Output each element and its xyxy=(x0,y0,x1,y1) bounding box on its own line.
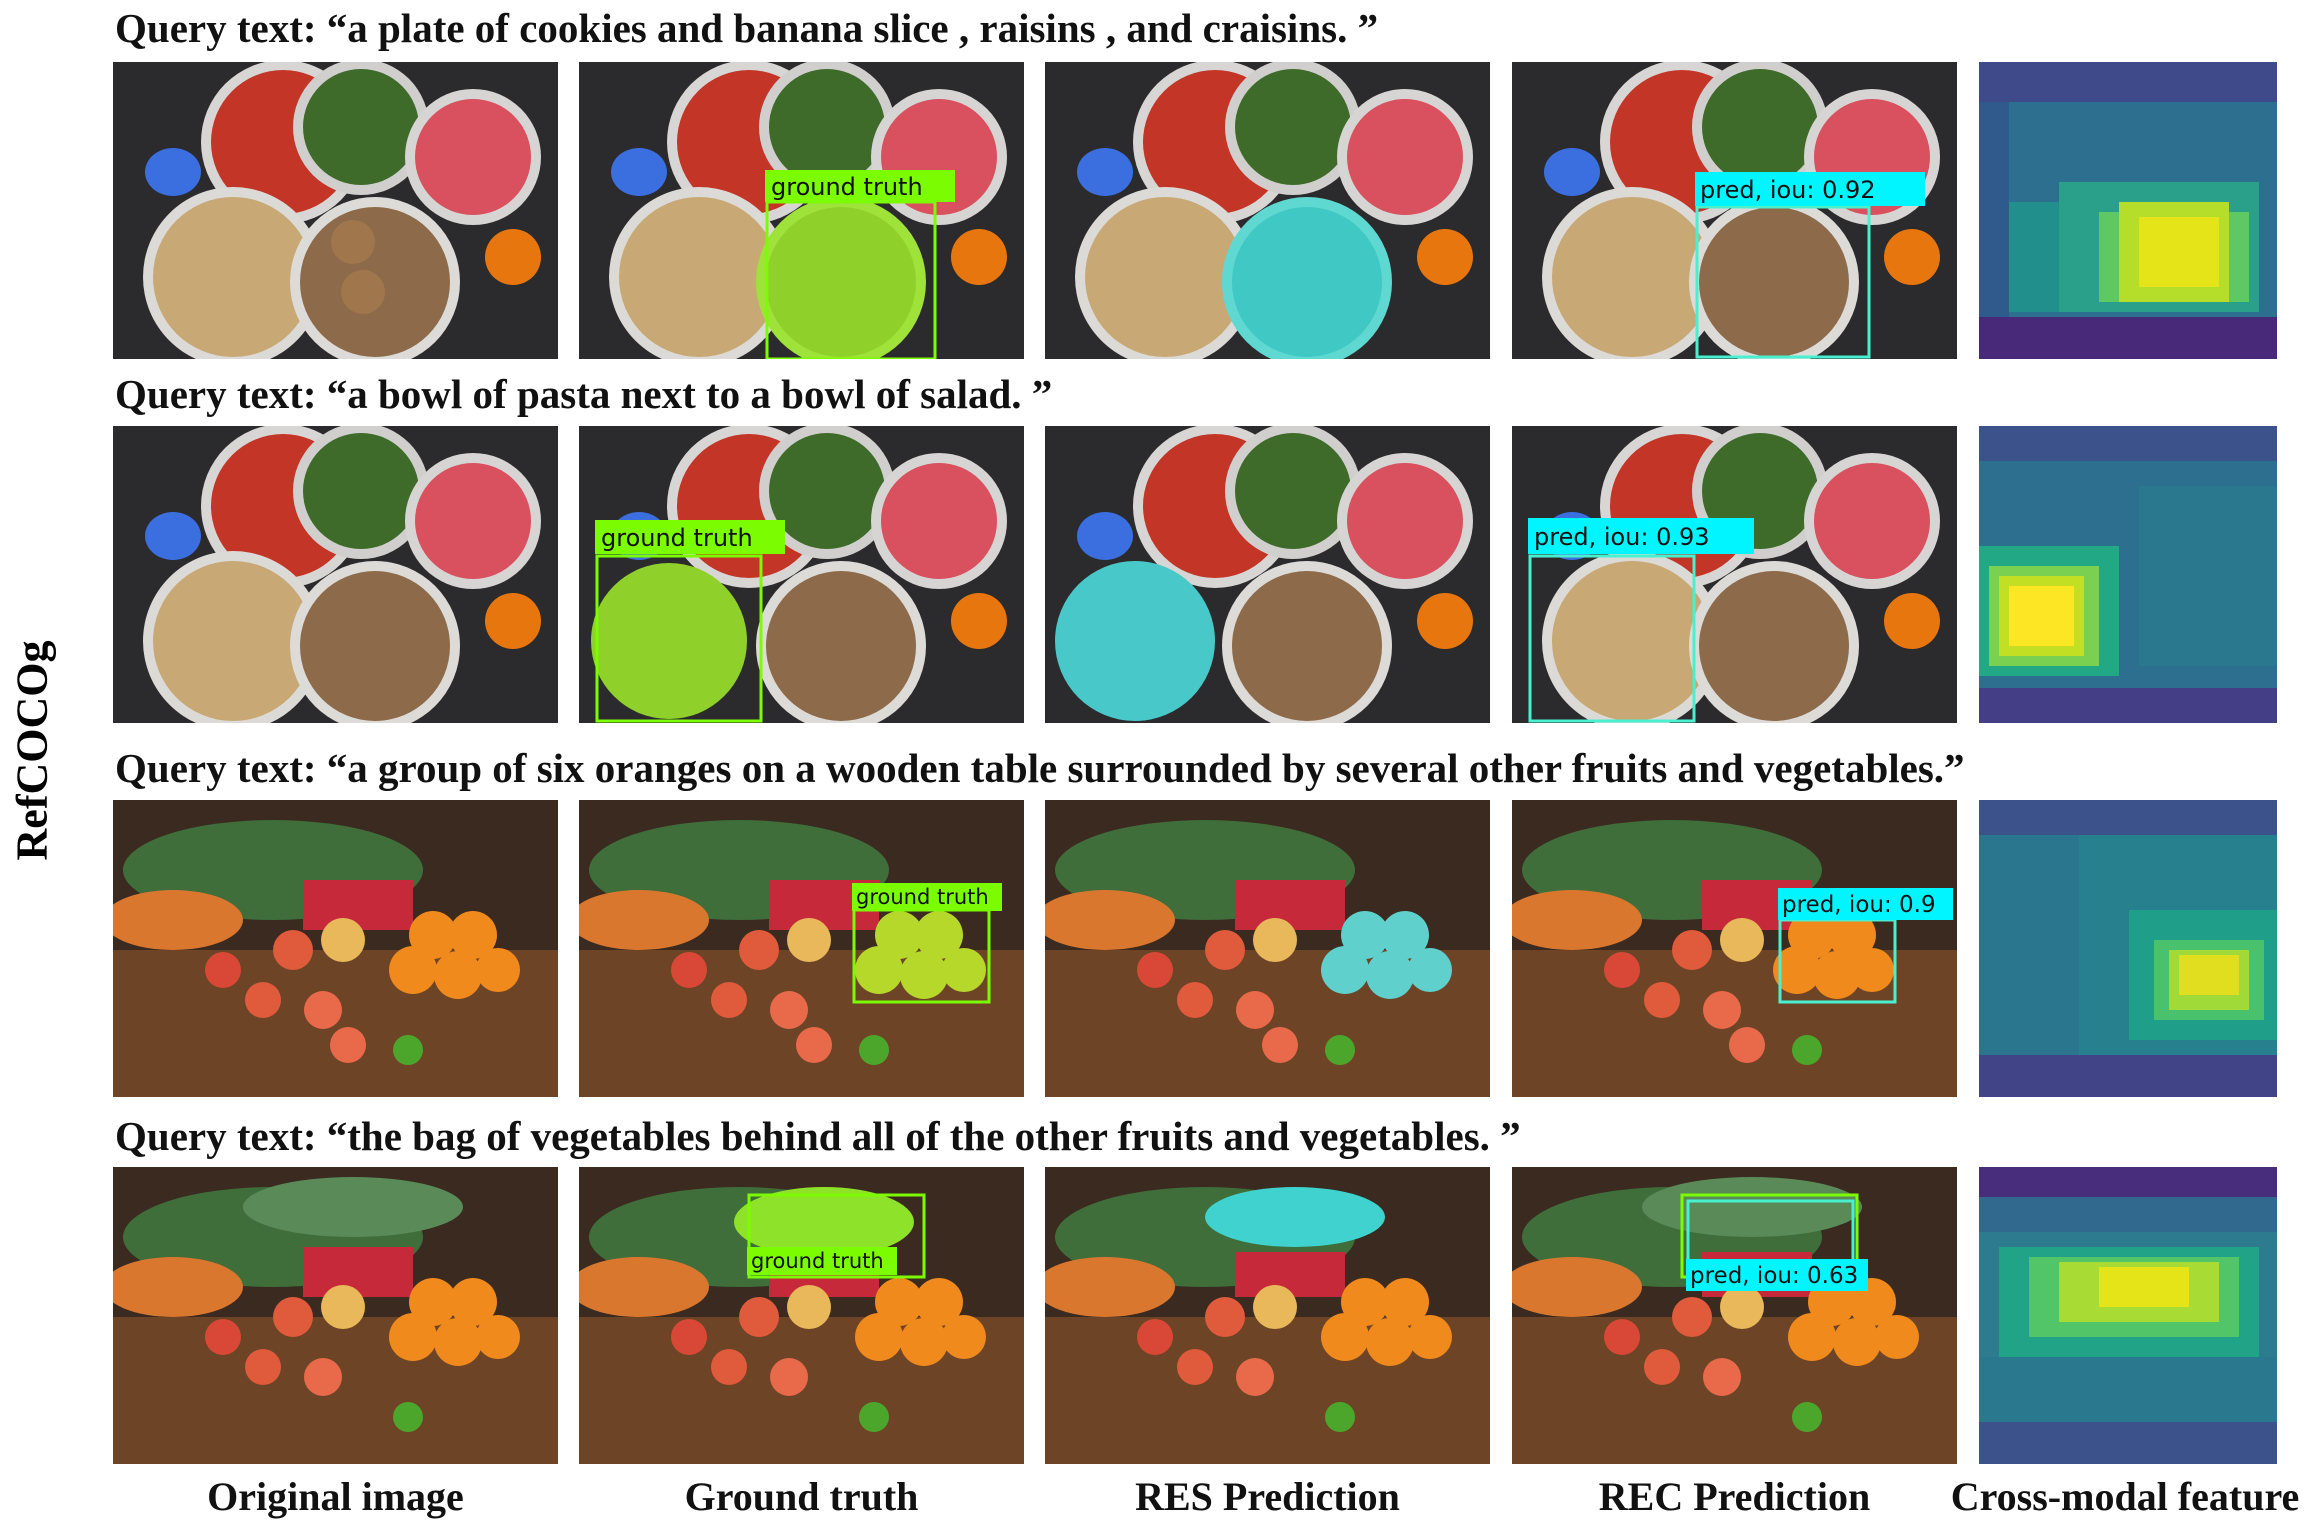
row4-res-prediction xyxy=(1045,1167,1490,1464)
row4-gt-label: ground truth xyxy=(751,1249,884,1273)
column-label-cross-modal-feature: Cross-modal feature xyxy=(1950,1474,2300,1519)
row2-original-image xyxy=(113,426,558,723)
row3-cross-modal-feature xyxy=(1979,800,2277,1097)
row4-original-image xyxy=(113,1167,558,1464)
row1-pred-label: pred, iou: 0.92 xyxy=(1700,176,1876,204)
column-label-rec-prediction: REC Prediction xyxy=(1598,1474,1871,1519)
row1-rec-prediction: pred, iou: 0.92 xyxy=(1512,62,1957,359)
row3-gt-label: ground truth xyxy=(856,885,989,909)
row4-pred-label: pred, iou: 0.63 xyxy=(1690,1263,1858,1289)
row3-res-prediction xyxy=(1045,800,1490,1097)
query-text-4: Query text: “the bag of vegetables behin… xyxy=(115,1113,1521,1159)
row4-cross-modal-feature xyxy=(1979,1167,2277,1464)
row2-res-prediction xyxy=(1045,426,1490,723)
row1-original-image xyxy=(113,62,558,359)
row3-original-image xyxy=(113,800,558,1097)
row2-pred-label: pred, iou: 0.93 xyxy=(1534,523,1710,551)
row2-ground-truth: ground truth xyxy=(579,426,1024,723)
row1-res-prediction xyxy=(1045,62,1490,359)
row3-rec-prediction: pred, iou: 0.9 xyxy=(1512,800,1957,1097)
row4-ground-truth: ground truth xyxy=(579,1167,1024,1464)
query-text-2: Query text: “a bowl of pasta next to a b… xyxy=(115,371,1053,417)
column-label-ground-truth: Ground truth xyxy=(684,1474,919,1519)
row2-gt-label: ground truth xyxy=(601,524,753,552)
query-text-3: Query text: “a group of six oranges on a… xyxy=(115,745,1965,791)
row1-gt-label: ground truth xyxy=(771,173,923,201)
row1-ground-truth: ground truth xyxy=(579,62,1024,359)
column-label-original-image: Original image xyxy=(207,1474,464,1519)
row2-rec-prediction: pred, iou: 0.93 xyxy=(1512,426,1957,723)
row2-cross-modal-feature xyxy=(1979,426,2277,723)
query-text-1: Query text: “a plate of cookies and bana… xyxy=(115,5,1379,51)
row1-cross-modal-feature xyxy=(1979,62,2277,359)
column-label-res-prediction: RES Prediction xyxy=(1135,1474,1400,1519)
row3-ground-truth: ground truth xyxy=(579,800,1024,1097)
dataset-label: RefCOCOg xyxy=(7,640,57,860)
row3-pred-label: pred, iou: 0.9 xyxy=(1782,892,1936,918)
row4-rec-prediction: pred, iou: 0.63 xyxy=(1512,1167,1957,1464)
